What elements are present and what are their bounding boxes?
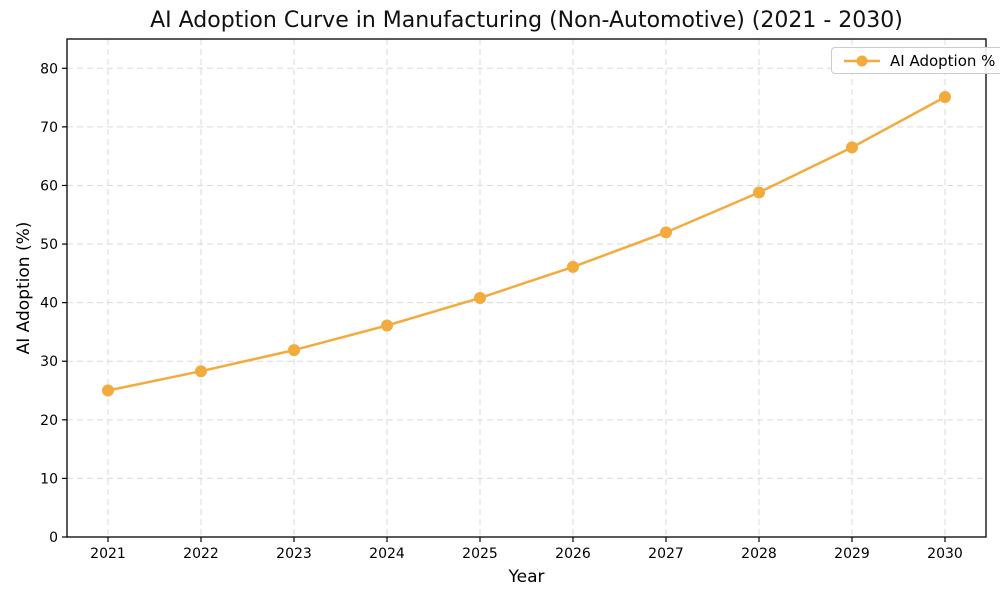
legend-line-marker-sample [844, 55, 880, 66]
legend-marker-icon [856, 55, 868, 66]
chart-title: AI Adoption Curve in Manufacturing (Non-… [150, 8, 903, 33]
y-tick-label: 20 [40, 413, 58, 429]
y-tick-label: 0 [49, 530, 58, 546]
data-point-marker [381, 319, 393, 332]
data-point-marker [102, 384, 114, 397]
plot-border [66, 38, 987, 538]
y-tick-label: 50 [40, 237, 58, 253]
data-point-marker [753, 186, 765, 199]
data-point-marker [846, 141, 858, 154]
x-tick-label: 2026 [555, 546, 591, 562]
y-tick-label: 40 [40, 296, 58, 312]
x-tick-label: 2030 [927, 546, 963, 562]
data-point-marker [660, 226, 672, 239]
x-tick-label: 2029 [834, 546, 870, 562]
x-tick-label: 2023 [276, 546, 312, 562]
y-tick-label: 70 [40, 120, 58, 136]
x-tick-label: 2024 [369, 546, 405, 562]
y-axis-label: AI Adoption (%) [14, 221, 34, 355]
x-tick-label: 2025 [462, 546, 498, 562]
x-tick-label: 2028 [741, 546, 777, 562]
x-tick-label: 2021 [90, 546, 126, 562]
series-line [106, 95, 947, 392]
legend: AI Adoption % [831, 47, 1000, 74]
x-tick-label: 2027 [648, 546, 684, 562]
data-point-marker [567, 260, 579, 273]
y-tick-label: 10 [40, 471, 58, 487]
legend-entry-label: AI Adoption % [890, 51, 996, 70]
data-point-marker [474, 291, 486, 304]
y-tick-label: 60 [40, 178, 58, 194]
data-point-marker [939, 91, 951, 104]
y-tick-label: 30 [40, 354, 58, 370]
data-point-marker [288, 344, 300, 357]
x-axis-label: Year [508, 567, 545, 587]
data-point-marker [195, 365, 207, 378]
y-tick-label: 80 [40, 61, 58, 77]
x-tick-label: 2022 [183, 546, 219, 562]
